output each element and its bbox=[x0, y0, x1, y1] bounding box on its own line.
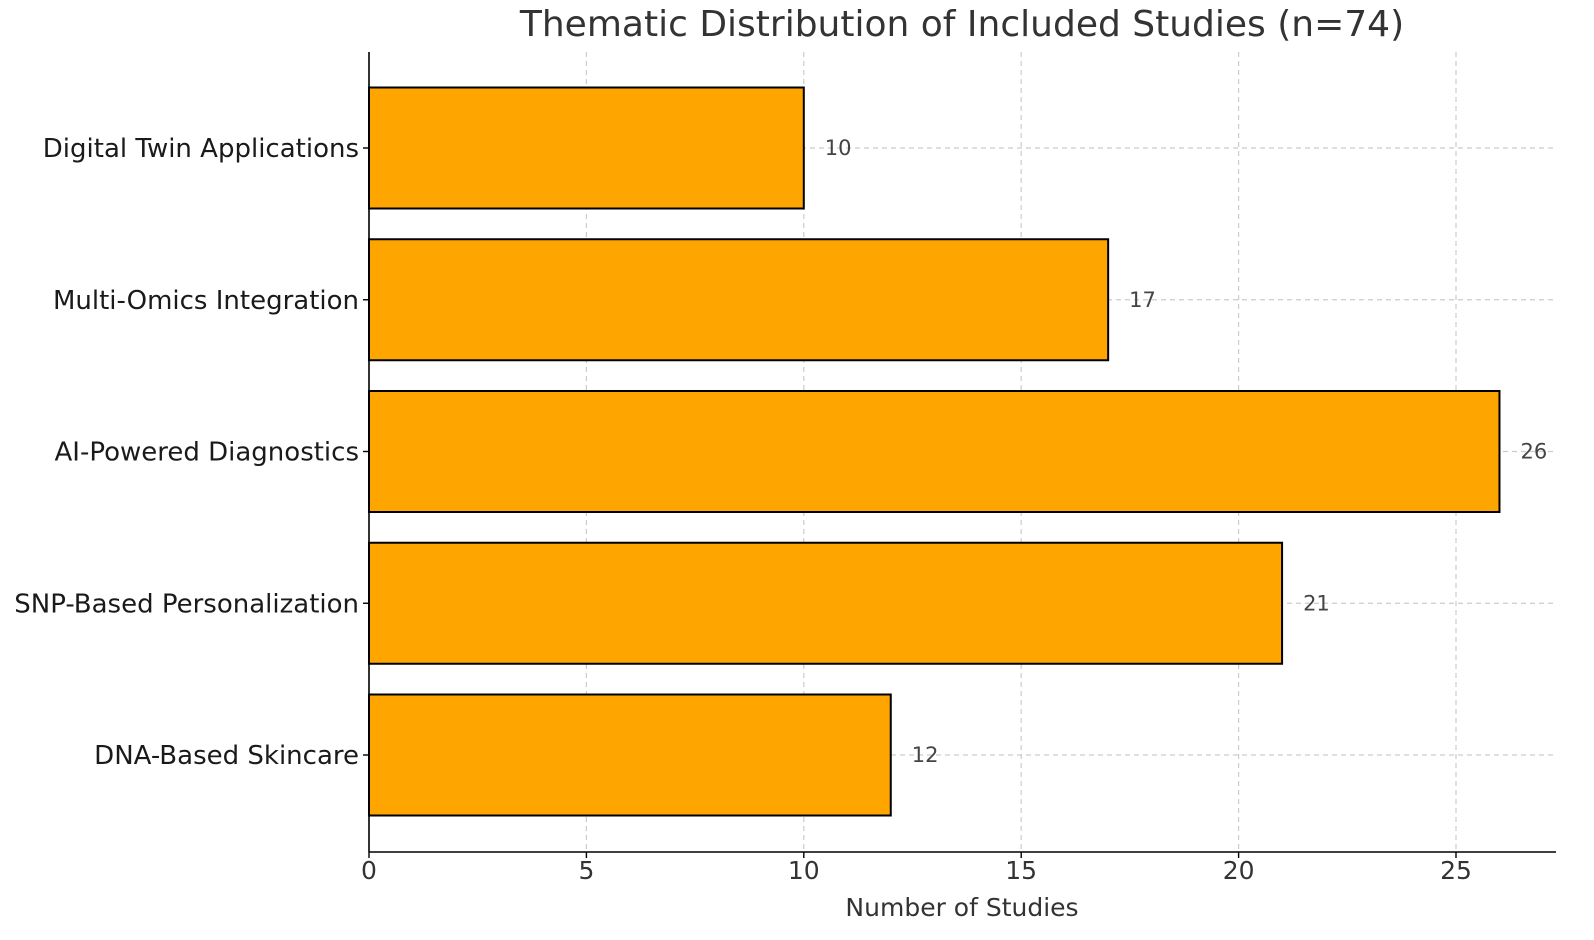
bar bbox=[368, 86, 805, 210]
x-tick-label: 25 bbox=[1440, 856, 1472, 885]
category-label: AI-Powered Diagnostics bbox=[54, 438, 359, 468]
x-tick-label: 15 bbox=[1005, 856, 1037, 885]
data-label: 17 bbox=[1129, 288, 1156, 312]
axes bbox=[363, 52, 1556, 858]
category-label: Digital Twin Applications bbox=[43, 134, 359, 164]
x-tick-label: 5 bbox=[578, 856, 594, 885]
data-label: 21 bbox=[1303, 591, 1330, 615]
category-label: DNA-Based Skincare bbox=[94, 741, 359, 771]
bar bbox=[368, 238, 1110, 362]
category-label: SNP-Based Personalization bbox=[14, 589, 359, 619]
chart-title: Thematic Distribution of Included Studie… bbox=[519, 4, 1404, 45]
bar bbox=[368, 390, 1501, 513]
bar bbox=[368, 541, 1284, 665]
bars bbox=[368, 86, 1501, 817]
x-tick-label: 0 bbox=[361, 856, 377, 885]
x-tick-label: 20 bbox=[1223, 856, 1255, 885]
data-label: 26 bbox=[1520, 440, 1547, 464]
labels: 0 5 10 15 20 25 Digital Twin Applications Multi… bbox=[14, 134, 1547, 885]
category-label: Multi-Omics Integration bbox=[53, 286, 359, 316]
x-tick-label: 10 bbox=[788, 856, 820, 885]
data-label: 10 bbox=[825, 136, 852, 160]
bar bbox=[368, 693, 892, 817]
x-axis-label: Number of Studies bbox=[845, 893, 1078, 922]
data-label: 12 bbox=[912, 743, 939, 767]
